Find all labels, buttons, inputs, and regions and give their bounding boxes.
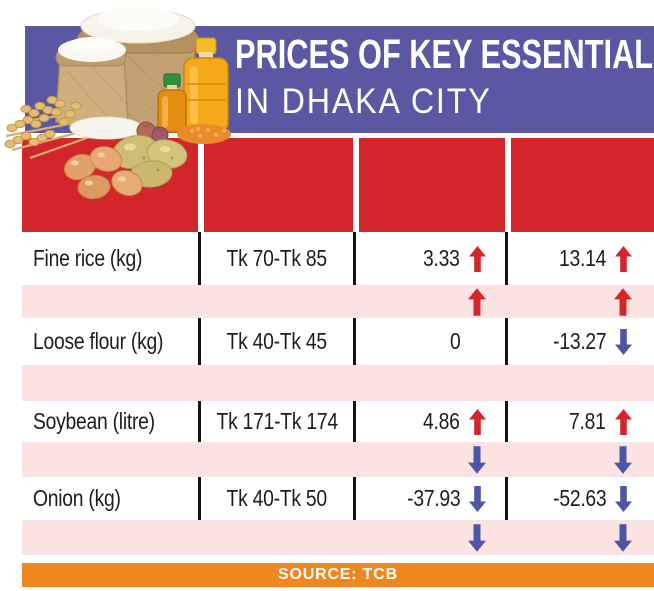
column-divider <box>198 138 204 232</box>
empty-cell <box>22 365 198 401</box>
table-row: Onion (kg) Tk 40-Tk 50 -37.93 -52.63 <box>22 477 654 520</box>
empty-cell <box>22 442 198 477</box>
empty-cell <box>198 285 353 318</box>
food-collage-illustration <box>4 7 231 200</box>
column-divider <box>353 138 359 232</box>
table-row: Loose flour (kg) Tk 40-Tk 45 0 -13.27 <box>22 318 654 365</box>
price-label: Tk 171-Tk 174 <box>216 408 338 434</box>
empty-cell <box>198 365 353 401</box>
potatoes-illustration <box>111 135 188 188</box>
up-arrow-icon <box>469 245 486 272</box>
table-row: Fine rice (kg) Tk 70-Tk 85 3.33 13.14 <box>22 232 654 285</box>
empty-cell <box>198 442 353 477</box>
up-arrow-icon <box>614 287 632 316</box>
separator-row <box>22 520 654 555</box>
separator-row <box>22 285 654 318</box>
trend-cell <box>353 520 505 555</box>
change-cell: -13.27 <box>505 318 654 365</box>
price-label: Tk 70-Tk 85 <box>226 245 328 271</box>
price-cell: Tk 40-Tk 50 <box>198 477 353 520</box>
up-arrow-icon <box>615 245 632 272</box>
trend-cell <box>505 520 654 555</box>
price-cell: Tk 70-Tk 85 <box>198 232 353 285</box>
change-cell: 3.33 <box>353 232 505 285</box>
up-arrow-icon <box>615 408 632 435</box>
item-label: Onion (kg) <box>33 485 121 511</box>
change-cell: -52.63 <box>505 477 654 520</box>
table-row: Soybean (litre) Tk 171-Tk 174 4.86 7.81 <box>22 401 654 442</box>
item-label: Soybean (litre) <box>33 408 155 434</box>
down-arrow-icon <box>468 445 486 474</box>
trend-cell <box>353 285 505 318</box>
change-value: 13.14 <box>558 245 606 271</box>
page-subtitle: IN DHAKA CITY <box>235 82 492 121</box>
down-arrow-icon <box>614 445 632 474</box>
down-arrow-icon <box>615 485 632 512</box>
item-cell: Soybean (litre) <box>22 401 198 442</box>
page-title: PRICES OF KEY ESSENTIALS <box>235 31 654 77</box>
change-value: 4.86 <box>423 408 460 434</box>
wheat-illustration <box>4 95 99 160</box>
item-cell: Onion (kg) <box>22 477 198 520</box>
change-cell: 4.86 <box>353 401 505 442</box>
item-cell: Fine rice (kg) <box>22 232 198 285</box>
trend-cell <box>353 442 505 477</box>
price-label: Tk 40-Tk 45 <box>226 328 328 354</box>
trend-cell <box>505 365 654 401</box>
down-arrow-icon <box>614 523 632 552</box>
change-value: -13.27 <box>552 328 607 354</box>
item-cell: Loose flour (kg) <box>22 318 198 365</box>
flour-sack-illustration <box>55 37 129 128</box>
column-divider <box>505 138 511 232</box>
empty-cell <box>22 520 198 555</box>
change-cell: 13.14 <box>505 232 654 285</box>
separator-row <box>22 442 654 477</box>
price-cell: Tk 40-Tk 45 <box>198 318 353 365</box>
change-value: 0 <box>449 328 461 354</box>
price-label: Tk 40-Tk 50 <box>226 485 328 511</box>
lentils-illustration <box>177 124 231 144</box>
trend-cell <box>353 365 505 401</box>
change-cell: 0 <box>353 318 505 365</box>
down-arrow-icon <box>615 328 632 355</box>
trend-cell <box>505 285 654 318</box>
separator-row <box>22 365 654 401</box>
source-bar: SOURCE: TCB <box>22 563 654 587</box>
price-cell: Tk 171-Tk 174 <box>198 401 353 442</box>
source-label: SOURCE: TCB <box>278 566 398 583</box>
change-value: -37.93 <box>406 485 461 511</box>
down-arrow-icon <box>469 485 486 512</box>
change-value: 3.33 <box>423 245 460 271</box>
empty-cell <box>198 520 353 555</box>
item-label: Loose flour (kg) <box>33 328 164 354</box>
trend-cell <box>505 442 654 477</box>
down-arrow-icon <box>468 523 486 552</box>
flour-pile-illustration <box>69 116 143 140</box>
up-arrow-icon <box>469 408 486 435</box>
oil-bottles-illustration <box>157 37 229 133</box>
change-value: -52.63 <box>552 485 607 511</box>
eggs-illustration <box>63 146 143 200</box>
change-value: 7.81 <box>569 408 606 434</box>
item-label: Fine rice (kg) <box>33 245 143 271</box>
up-arrow-icon <box>468 287 486 316</box>
change-cell: -37.93 <box>353 477 505 520</box>
empty-cell <box>22 285 198 318</box>
change-cell: 7.81 <box>505 401 654 442</box>
